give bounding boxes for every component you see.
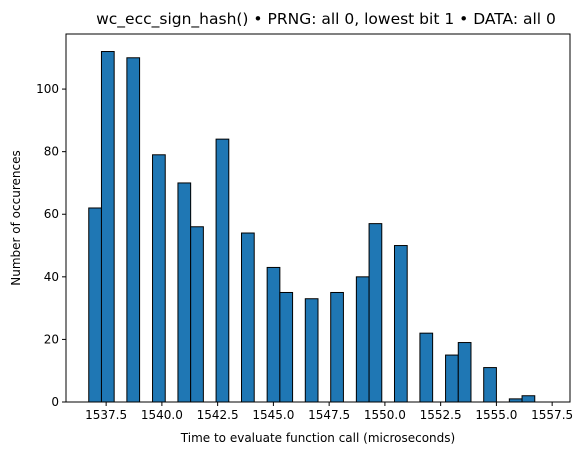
y-tick-label: 60 [44,207,59,221]
x-tick-label: 1547.5 [308,408,350,422]
histogram-bar [355,276,370,403]
bars-group [88,51,536,403]
histogram-bar [100,51,115,403]
histogram-bar [215,138,230,403]
plot-frame [65,33,571,403]
histogram-bar [445,354,459,403]
histogram-bar [330,291,344,403]
histogram-bar [483,367,497,403]
histogram-bar [152,154,166,403]
y-tick-label: 40 [44,270,59,284]
x-axis-ticks: 1537.5 1540.0 1542.5 1545.0 1547.5 1550.0 1552… [85,402,573,422]
histogram-bar [393,245,408,403]
y-axis-ticks: 0 20 40 60 80 100 [36,82,66,409]
x-tick-label: 1557.5 [531,408,573,422]
x-axis-label: Time to evaluate function call (microsec… [180,431,455,445]
y-axis-label: Number of occurences [9,150,23,285]
chart-title: wc_ecc_sign_hash() • PRNG: all 0, lowest… [96,10,556,29]
x-tick-label: 1537.5 [85,408,127,422]
histogram-bar [177,182,192,403]
x-tick-label: 1545.0 [252,408,294,422]
x-tick-label: 1542.5 [197,408,239,422]
x-tick-label: 1550.0 [364,408,406,422]
histogram-bar [88,207,102,403]
histogram-bar [190,226,204,403]
y-tick-label: 100 [36,82,59,96]
histogram-bar [419,332,434,403]
histogram-bar [241,232,255,403]
x-tick-label: 1555.0 [475,408,517,422]
histogram-bar [266,266,281,403]
histogram-bar [304,298,319,403]
histogram-bar [126,57,141,403]
histogram-bar [521,395,536,403]
histogram-bar [368,223,383,403]
y-tick-label: 80 [44,145,59,159]
x-tick-label: 1540.0 [141,408,183,422]
histogram-bar [279,291,294,403]
y-tick-label: 0 [51,395,59,409]
y-tick-label: 20 [44,332,59,346]
x-tick-label: 1552.5 [420,408,462,422]
histogram-bar [457,342,472,403]
